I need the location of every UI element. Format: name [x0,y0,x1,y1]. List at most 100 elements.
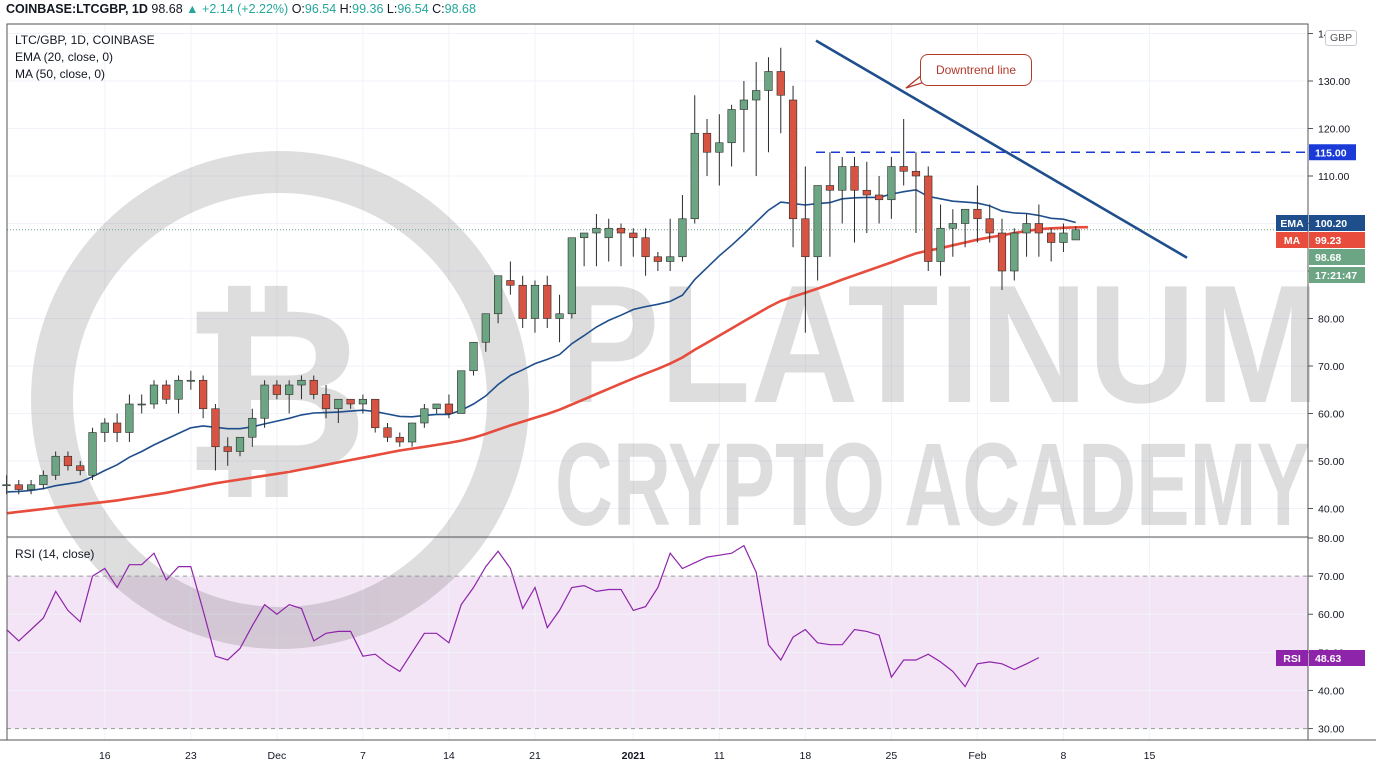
candle-body [444,403,454,414]
time-tick-label: 2021 [622,750,646,762]
time-tick-label: 8 [1061,750,1067,762]
candle-body [764,71,773,91]
close-label: C: [432,2,445,16]
candle-body [788,99,798,220]
candle-body [518,284,527,319]
candle-body [899,166,908,172]
candle-body [272,384,281,395]
candle-body [383,427,392,438]
time-tick-label: 23 [185,750,197,762]
low-value: 96.54 [397,2,429,16]
resistance-label-bg [1309,144,1356,161]
rsi-legend: RSI (14, close) [15,546,94,563]
watermark-ring [31,151,529,649]
ma-label-value-bg [1309,232,1365,248]
rsi-tick-label: 40.00 [1318,685,1344,697]
legend-ema[interactable]: EMA (20, close, 0) [15,50,114,64]
candle-body [948,223,957,229]
candle-body [641,237,650,258]
candle-body [666,256,675,262]
currency-badge[interactable]: GBP [1325,30,1358,46]
legend-ma[interactable]: MA (50, close, 0) [15,67,106,81]
candle-body [432,403,441,410]
downtrend-line [815,39,1188,259]
candle-body [727,109,736,144]
candle-body [371,398,380,429]
rsi-value-label-tag: RSI [1283,653,1301,665]
candle-body [702,132,712,153]
time-tick-label: 16 [99,750,111,762]
candle-body [297,379,306,386]
candle-body [530,284,540,319]
ma-label-tag-bg [1276,232,1308,248]
last-price-label-value: 98.68 [1315,252,1341,264]
candle-body [874,194,884,201]
high-value: 99.36 [352,2,384,16]
candle-body [149,384,159,405]
candle-body [26,484,36,490]
candle-body [506,280,515,286]
candle-body [592,227,601,234]
candle-body [113,422,122,433]
arrow-up-icon: ▲ [186,2,199,16]
candle-body [580,232,589,239]
watermark-line1: PLATINUM [560,250,1320,438]
candle-body [469,341,478,372]
candle-body [911,170,921,177]
candle-body [1047,232,1056,243]
symbol-label: COINBASE:LTCGBP, 1D [6,2,148,16]
candle-body [309,379,318,395]
ema-line [6,188,1076,493]
chart-header: COINBASE:LTCGBP, 1D 98.68 ▲ +2.14 (+2.22… [6,2,476,16]
resistance-label: 115.00 [1315,147,1347,159]
candle-body [235,436,245,452]
candle-body [1034,223,1043,234]
candle-body [936,227,945,262]
candle-body [407,422,417,443]
candle-body [616,227,626,234]
open-value: 96.54 [304,2,337,16]
candle-body [838,166,847,191]
candle-body [862,189,871,196]
candle-body [629,232,638,239]
countdown-label-value: 17:21:47 [1315,270,1357,282]
time-tick-label: Feb [968,750,986,762]
candle-body [358,398,368,405]
ma-label-value: 99.23 [1315,235,1341,247]
candle-body [1071,229,1080,241]
candle-body [137,403,146,406]
candle-body [14,484,23,490]
legend-series[interactable]: LTC/GBP, 1D, COINBASE [15,33,155,47]
ema-label-tag-bg [1276,215,1308,231]
candle-body [961,208,970,224]
candle-body [493,275,503,315]
low-label: L: [386,2,398,16]
candle-body [174,379,183,400]
candle-body [125,403,134,433]
time-tick-label: 11 [714,750,725,762]
price-tick-label: 50.00 [1318,456,1344,468]
candle-body [63,455,73,467]
candle-body [248,417,257,438]
legend-rsi[interactable]: RSI (14, close) [15,547,95,561]
ma-label-tag: MA [1284,235,1301,247]
candle-body [457,370,466,414]
ema-label-value: 100.20 [1315,218,1347,230]
last-price-label-value-bg [1309,249,1365,265]
main-legend: LTC/GBP, 1D, COINBASE EMA (20, close, 0)… [15,32,155,83]
candle-body [715,142,724,153]
price-tick-label: 120.00 [1318,124,1350,136]
rsi-line [6,544,1040,688]
candle-body [973,208,982,220]
candle-body [334,398,343,410]
candle-body [543,284,552,319]
candle-body [850,166,859,191]
candle-body [997,232,1007,272]
countdown-label-value-bg [1309,267,1365,283]
rsi-tick-label: 30.00 [1318,724,1344,736]
candle-body [285,384,294,395]
high-label: H: [339,2,353,16]
watermark-line2: CRYPTO ACADEMY [555,419,1310,551]
candle-body [260,384,269,419]
